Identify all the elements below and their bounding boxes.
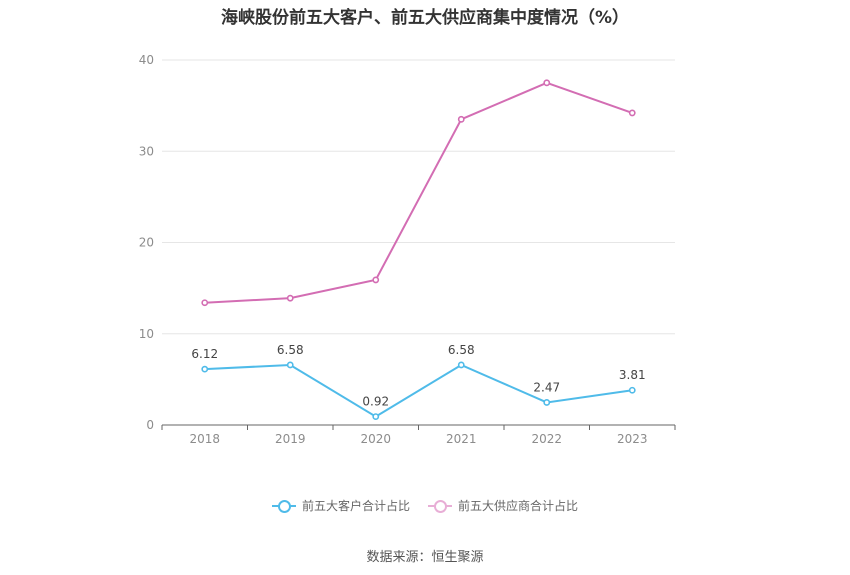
legend-item-1[interactable]: 前五大供应商合计占比 [428,497,578,514]
y-tick-label: 20 [139,236,154,250]
series-line-1 [204,81,633,304]
legend-label: 前五大供应商合计占比 [458,499,579,513]
series-0-point [628,386,636,394]
x-tick-label: 2020 [360,432,391,446]
legend-swatch-icon [428,499,452,513]
series-0-point [201,365,209,373]
data-label: 6.58 [277,343,304,357]
x-tick-label: 2023 [617,432,648,446]
series-1-point [457,115,465,123]
data-labels: 6.12 6.58 0.92 6.58 2.47 3.81 [191,343,645,409]
data-label: 6.58 [448,343,475,357]
series-1-point [628,109,636,117]
series-0-point [543,399,551,406]
y-tick-label: 40 [139,53,154,67]
series-1-point [372,276,380,284]
source-note: 数据来源：恒生聚源 [366,550,484,565]
grid-lines [162,59,675,335]
data-label: 2.47 [533,380,560,394]
series-0-point [372,413,380,421]
y-tick-label: 10 [139,327,154,341]
data-label: 6.12 [191,347,218,361]
series-line-0 [204,363,633,418]
chart-title: 海峡股份前五大客户、前五大供应商集中度情况（%） [220,8,630,28]
x-tick-label: 2018 [189,432,220,446]
x-tick-label: 2022 [531,432,562,446]
series-1-point [201,299,209,307]
series-1-point [543,79,551,87]
data-label: 3.81 [619,368,646,382]
axes: 0 10 20 30 40 2018 2019 2020 2021 2022 2023 [139,53,676,446]
x-tick-label: 2021 [446,432,477,446]
legend: 前五大客户合计占比 前五大供应商合计占比 [0,497,850,514]
legend-item-0[interactable]: 前五大客户合计占比 [271,497,410,514]
series-layer [201,79,636,421]
y-tick-label: 0 [146,418,154,432]
legend-label: 前五大客户合计占比 [301,499,410,513]
legend-swatch-icon [271,499,296,513]
data-label: 0.92 [362,395,389,409]
series-0-point [457,361,465,369]
series-1-point [286,294,294,302]
x-tick-label: 2019 [275,432,306,446]
series-0-point [286,361,294,369]
y-tick-label: 30 [139,144,154,158]
